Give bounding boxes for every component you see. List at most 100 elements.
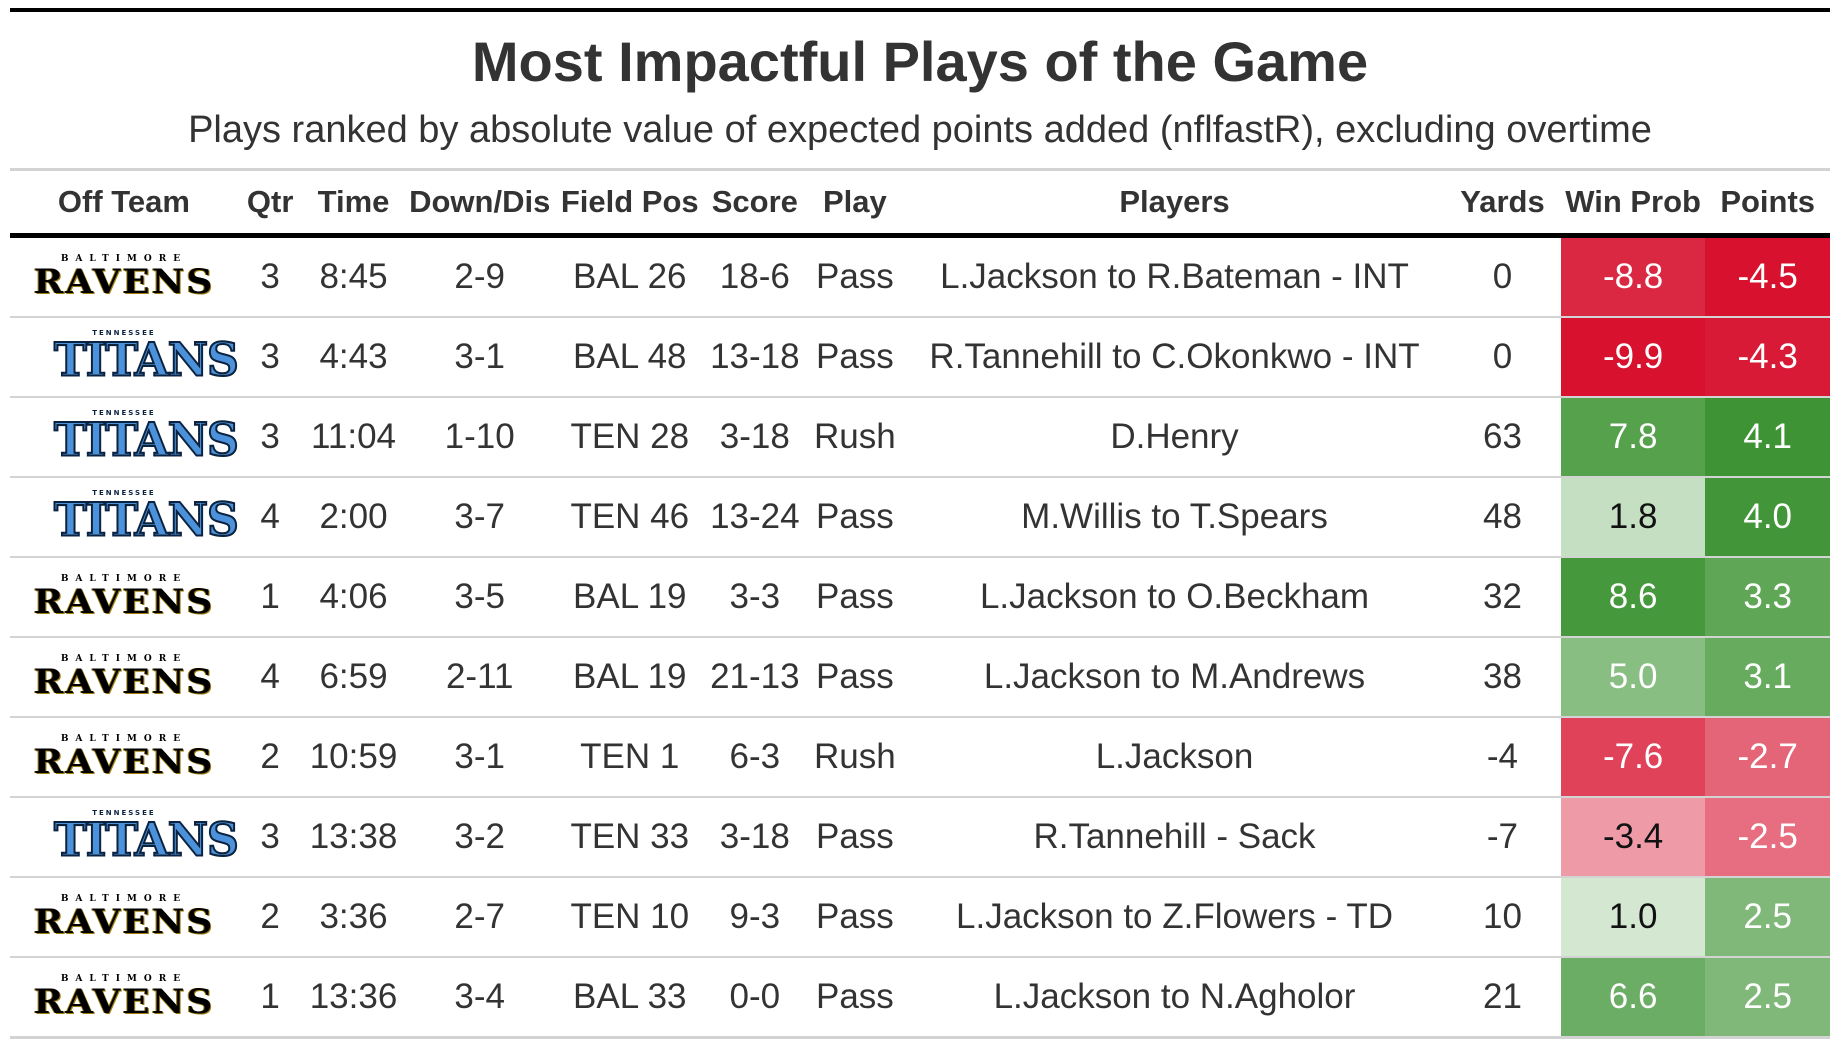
players-cell: R.Tannehill to C.Okonkwo - INT: [904, 317, 1445, 398]
logo-wordmark: RAVENS: [33, 742, 215, 782]
table-row: BALTIMORE RAVENS 1 13:36 3-4 BAL 33 0-0 Pass L.J…: [10, 957, 1830, 1039]
table-row: TENNESSEE TITANS 3 11:04 1-10 TEN 28 3-18 Rush D…: [10, 397, 1830, 478]
col-header: Score: [704, 171, 805, 238]
yards-cell: -4: [1444, 717, 1561, 798]
chart-title: Most Impactful Plays of the Game: [471, 30, 1369, 93]
ravens-logo: BALTIMORE RAVENS: [24, 893, 224, 941]
quarter-cell: 1: [237, 957, 303, 1039]
field-position-cell: TEN 1: [554, 717, 705, 798]
play-type-cell: Pass: [804, 557, 905, 638]
quarter-cell: 4: [237, 637, 303, 718]
col-header: Field Pos: [554, 171, 705, 238]
win-prob-cell: 5.0: [1560, 637, 1706, 718]
field-position-cell: BAL 33: [554, 957, 705, 1039]
quarter-cell: 3: [237, 797, 303, 878]
logo-wordmark: RAVENS: [33, 902, 215, 942]
logo-small-text: TENNESSEE: [92, 489, 156, 497]
quarter-cell: 4: [237, 477, 303, 558]
down-distance-cell: 3-1: [404, 317, 555, 398]
ravens-logo: BALTIMORE RAVENS: [24, 973, 224, 1021]
win-prob-cell: -7.6: [1560, 717, 1706, 798]
team-logo-cell: BALTIMORE RAVENS: [10, 557, 238, 638]
points-cell: 3.1: [1705, 637, 1830, 718]
titans-logo: TENNESSEE TITANS: [53, 489, 240, 548]
logo-wordmark: TITANS: [53, 493, 240, 548]
time-cell: 13:36: [302, 957, 405, 1039]
score-cell: 21-13: [704, 637, 805, 718]
titans-logo: TENNESSEE TITANS: [53, 409, 240, 466]
down-distance-cell: 3-4: [404, 957, 555, 1039]
team-logo-cell: BALTIMORE RAVENS: [10, 717, 238, 798]
logo-small-text: BALTIMORE: [60, 254, 188, 264]
quarter-cell: 1: [237, 557, 303, 638]
down-distance-cell: 2-11: [404, 637, 555, 718]
win-prob-cell: 6.6: [1560, 957, 1706, 1039]
col-header: Yards: [1444, 171, 1561, 238]
table-row: BALTIMORE RAVENS 3 8:45 2-9 BAL 26 18-6 Pass L.J…: [10, 235, 1830, 318]
time-cell: 2:00: [302, 477, 405, 558]
score-cell: 13-18: [704, 317, 805, 398]
titans-logo: TENNESSEE TITANS: [53, 329, 240, 386]
players-cell: L.Jackson to O.Beckham: [904, 557, 1445, 638]
logo-wordmark: RAVENS: [33, 582, 215, 622]
header-rule: [10, 168, 1830, 171]
logo-small-text: BALTIMORE: [60, 734, 188, 744]
play-type-cell: Pass: [804, 637, 905, 718]
points-cell: 4.0: [1705, 477, 1830, 558]
table-row: BALTIMORE RAVENS 4 6:59 2-11 BAL 19 21-13 Pass L…: [10, 637, 1830, 718]
score-cell: 3-3: [704, 557, 805, 638]
field-position-cell: BAL 26: [554, 235, 705, 318]
ravens-logo: BALTIMORE RAVENS: [24, 253, 224, 301]
time-cell: 8:45: [302, 235, 405, 318]
time-cell: 11:04: [302, 397, 405, 478]
logo-small-text: TENNESSEE: [92, 409, 156, 417]
top-rule: [10, 8, 1830, 12]
quarter-cell: 2: [237, 717, 303, 798]
win-prob-cell: 1.0: [1560, 877, 1706, 958]
down-distance-cell: 2-9: [404, 235, 555, 318]
chart-subtitle: Plays ranked by absolute value of expect…: [188, 109, 1652, 151]
field-position-cell: TEN 33: [554, 797, 705, 878]
play-type-cell: Rush: [804, 717, 905, 798]
table-body: BALTIMORE RAVENS 3 8:45 2-9 BAL 26 18-6 Pass L.J…: [10, 235, 1830, 1039]
yards-cell: 0: [1444, 235, 1561, 318]
score-cell: 6-3: [704, 717, 805, 798]
field-position-cell: BAL 19: [554, 637, 705, 718]
team-logo-cell: BALTIMORE RAVENS: [10, 637, 238, 718]
logo-wordmark: RAVENS: [33, 662, 215, 702]
win-prob-cell: 8.6: [1560, 557, 1706, 638]
logo-wordmark: RAVENS: [33, 262, 215, 302]
win-prob-cell: 7.8: [1560, 397, 1706, 478]
win-prob-cell: -8.8: [1560, 235, 1706, 318]
team-logo-cell: BALTIMORE RAVENS: [10, 877, 238, 958]
col-header: Time: [302, 171, 405, 238]
players-cell: L.Jackson: [904, 717, 1445, 798]
play-type-cell: Pass: [804, 317, 905, 398]
down-distance-cell: 3-7: [404, 477, 555, 558]
table-row: BALTIMORE RAVENS 1 4:06 3-5 BAL 19 3-3 Pass L.Ja…: [10, 557, 1830, 638]
play-type-cell: Pass: [804, 957, 905, 1039]
yards-cell: 21: [1444, 957, 1561, 1039]
team-logo-cell: TENNESSEE TITANS: [10, 477, 240, 558]
field-position-cell: TEN 10: [554, 877, 705, 958]
field-position-cell: TEN 46: [554, 477, 705, 558]
points-cell: 4.1: [1705, 397, 1830, 478]
down-distance-cell: 3-1: [404, 717, 555, 798]
field-position-cell: BAL 19: [554, 557, 705, 638]
play-type-cell: Pass: [804, 797, 905, 878]
score-cell: 3-18: [704, 397, 805, 478]
down-distance-cell: 1-10: [404, 397, 555, 478]
col-header: Players: [904, 171, 1445, 238]
down-distance-cell: 3-5: [404, 557, 555, 638]
team-logo-cell: BALTIMORE RAVENS: [10, 957, 238, 1039]
players-cell: R.Tannehill - Sack: [904, 797, 1445, 878]
score-cell: 9-3: [704, 877, 805, 958]
win-prob-cell: 1.8: [1560, 477, 1706, 558]
players-cell: L.Jackson to M.Andrews: [904, 637, 1445, 718]
yards-cell: 48: [1444, 477, 1561, 558]
play-type-cell: Pass: [804, 877, 905, 958]
team-logo-cell: TENNESSEE TITANS: [10, 397, 240, 478]
play-type-cell: Pass: [804, 477, 905, 558]
logo-small-text: BALTIMORE: [60, 654, 188, 664]
points-cell: 3.3: [1705, 557, 1830, 638]
